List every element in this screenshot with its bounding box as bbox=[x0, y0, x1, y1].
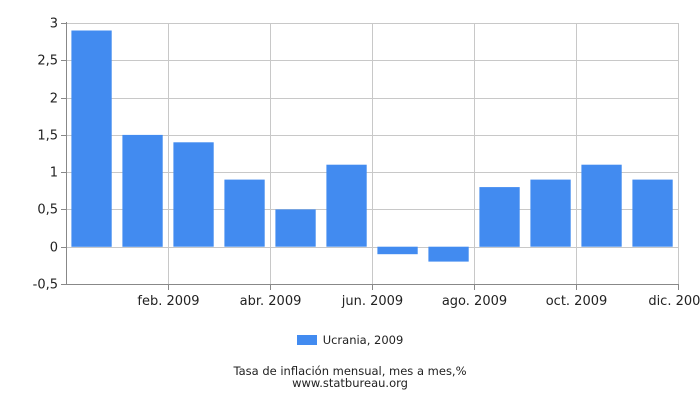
y-tick-label: 2 bbox=[50, 92, 58, 107]
bar bbox=[581, 164, 622, 247]
bar bbox=[428, 246, 469, 262]
axes bbox=[61, 22, 679, 290]
bar bbox=[377, 246, 418, 255]
bar bbox=[326, 164, 367, 247]
y-axis-tick-labels: -0,5 0 0,5 1 1,5 2 2,5 3 bbox=[33, 17, 58, 293]
bars bbox=[71, 30, 673, 262]
bar bbox=[632, 179, 673, 247]
y-tick-label: 0 bbox=[50, 241, 58, 256]
legend-swatch bbox=[296, 335, 317, 345]
source-label: www.statbureau.org bbox=[292, 376, 408, 390]
bar bbox=[122, 134, 163, 247]
x-tick-label: oct. 2009 bbox=[546, 294, 608, 309]
y-tick-label: 1,5 bbox=[37, 129, 58, 144]
x-axis-tick-labels: feb. 2009 abr. 2009 jun. 2009 ago. 2009 oct.… bbox=[137, 294, 700, 309]
legend: Ucrania, 2009 bbox=[0, 333, 700, 347]
bar bbox=[173, 142, 214, 247]
legend-label: Ucrania, 2009 bbox=[322, 333, 404, 347]
bar bbox=[275, 209, 316, 247]
y-tick-label: 2,5 bbox=[37, 54, 58, 69]
grid-lines bbox=[66, 23, 679, 285]
x-tick-label: ago. 2009 bbox=[442, 294, 507, 309]
y-tick-label: 3 bbox=[50, 17, 58, 32]
x-tick-label: jun. 2009 bbox=[341, 294, 403, 309]
y-tick-label: -0,5 bbox=[33, 278, 58, 293]
x-tick-label: abr. 2009 bbox=[240, 294, 302, 309]
bar bbox=[224, 179, 265, 247]
y-tick-label: 0,5 bbox=[37, 203, 58, 218]
bar bbox=[530, 179, 571, 247]
y-tick-label: 1 bbox=[50, 166, 58, 181]
bar bbox=[71, 30, 112, 247]
chart-title: Tasa de inflación mensual, mes a mes,% bbox=[233, 364, 467, 378]
bar bbox=[479, 187, 520, 247]
x-tick-label: feb. 2009 bbox=[137, 294, 199, 309]
x-tick-label: dic. 2009 bbox=[648, 294, 700, 309]
